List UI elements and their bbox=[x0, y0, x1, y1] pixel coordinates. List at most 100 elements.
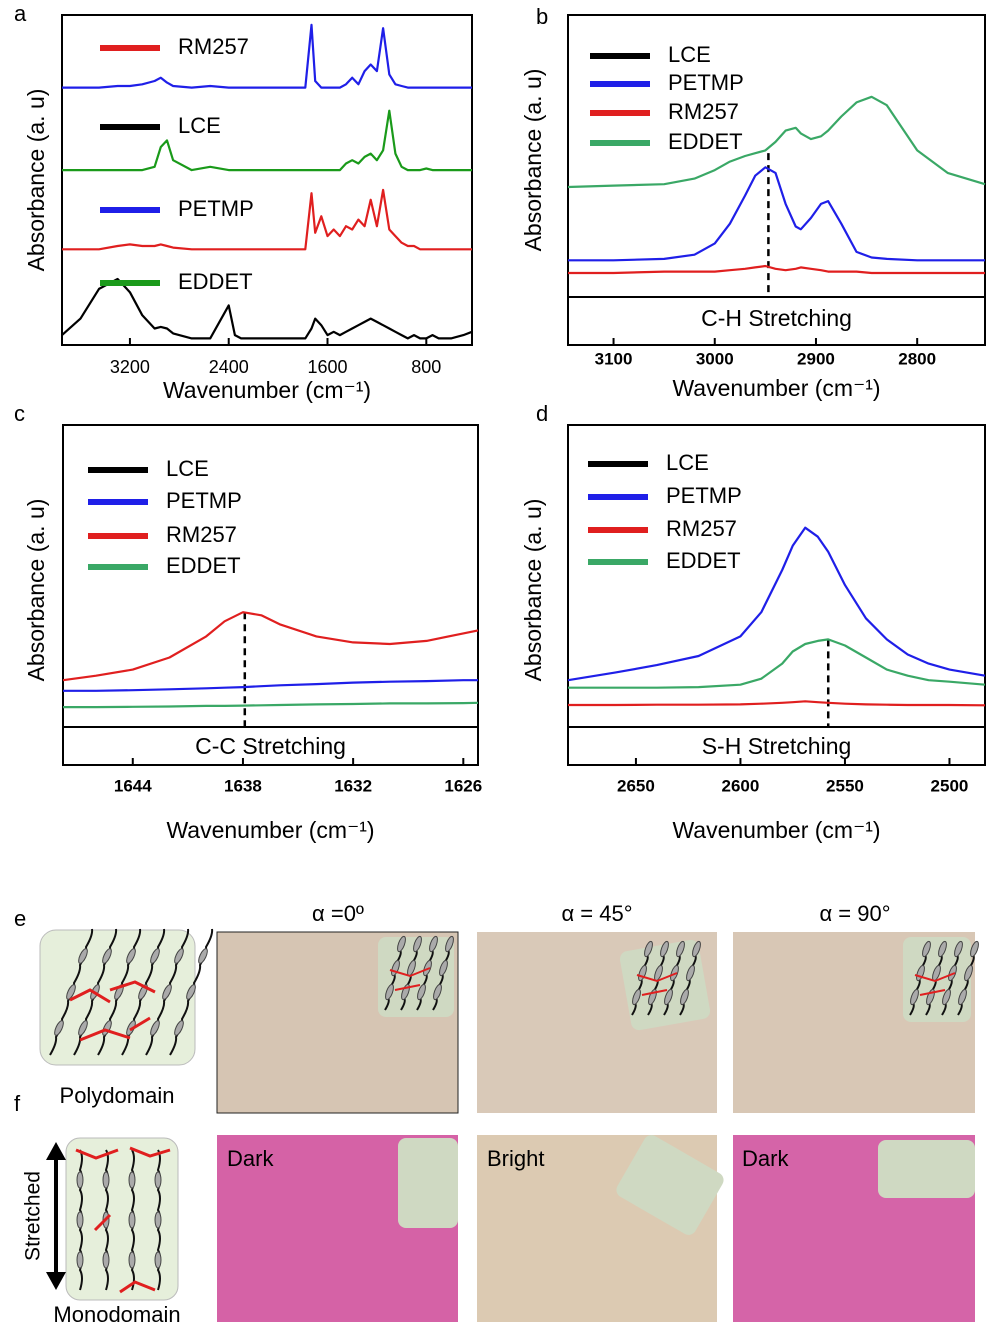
mesogen bbox=[78, 1020, 88, 1036]
mesogen bbox=[78, 948, 88, 964]
annotation: C-H Stretching bbox=[701, 305, 852, 331]
stretch-label: Stretched bbox=[22, 1171, 45, 1261]
mesogen bbox=[680, 988, 689, 1006]
mesogen bbox=[150, 948, 160, 964]
mesogen bbox=[76, 1211, 84, 1229]
mesogen bbox=[417, 983, 426, 1001]
mesogen bbox=[910, 988, 919, 1006]
mesogen bbox=[922, 940, 931, 958]
x-tick-label: 1626 bbox=[444, 776, 482, 795]
panel-label: a bbox=[14, 1, 27, 26]
column-title: α = 45° bbox=[561, 901, 632, 926]
mesogen bbox=[445, 935, 454, 953]
state-label: Bright bbox=[487, 1146, 544, 1171]
mesogen bbox=[644, 940, 653, 958]
inset bbox=[398, 1138, 458, 1228]
chart-panel: c 1644 1638 1632 1626 Wavenumber (cm⁻¹) Absorb… bbox=[14, 401, 482, 843]
mesogen bbox=[413, 935, 422, 953]
arrow-head bbox=[46, 1142, 66, 1290]
spectrum-line bbox=[63, 701, 479, 709]
mesogen bbox=[439, 959, 448, 977]
x-tick-label: 2500 bbox=[931, 776, 969, 795]
mesogen bbox=[198, 948, 208, 964]
inset bbox=[878, 1140, 975, 1198]
mesogen bbox=[102, 1171, 110, 1189]
mesogen bbox=[385, 983, 394, 1001]
crosslink bbox=[69, 980, 156, 1042]
x-tick-label: 1644 bbox=[114, 776, 152, 795]
panel-label: d bbox=[536, 401, 548, 426]
crosslink bbox=[636, 972, 678, 996]
micrograph-section: e f Polydomain Monodomain Stretched α =0… bbox=[14, 901, 975, 1327]
x-axis-label: Wavenumber (cm⁻¹) bbox=[672, 375, 880, 401]
mesogen bbox=[102, 948, 112, 964]
mesogen bbox=[692, 940, 701, 958]
mesogen bbox=[128, 1211, 136, 1229]
y-axis-label: Absorbance (a. u) bbox=[23, 89, 49, 272]
plot-frame bbox=[61, 14, 473, 346]
x-tick-label: 800 bbox=[411, 357, 441, 377]
legend-label: PETMP bbox=[668, 70, 744, 95]
x-axis-label: Wavenumber (cm⁻¹) bbox=[163, 377, 371, 403]
mesogen bbox=[954, 940, 963, 958]
mesogen bbox=[970, 940, 979, 958]
legend-label: PETMP bbox=[166, 488, 242, 513]
crosslink bbox=[75, 1146, 171, 1294]
mesogen bbox=[76, 1171, 84, 1189]
mesogen bbox=[186, 984, 196, 1000]
inset bbox=[619, 939, 711, 1031]
schematic-box bbox=[65, 1137, 179, 1301]
crosslink bbox=[389, 967, 431, 991]
x-tick-label: 1632 bbox=[334, 776, 372, 795]
mesogen bbox=[686, 964, 695, 982]
x-tick-label: 3100 bbox=[595, 349, 633, 368]
legend-label: LCE bbox=[166, 456, 209, 481]
mesogen bbox=[66, 984, 76, 1000]
legend-label: RM257 bbox=[166, 522, 237, 547]
spectrum-line bbox=[62, 23, 472, 89]
mesogen bbox=[150, 1020, 160, 1036]
spectrum-line bbox=[62, 188, 472, 251]
x-tick-label: 2800 bbox=[898, 349, 936, 368]
plot-frame bbox=[62, 424, 479, 766]
x-tick-label: 1638 bbox=[224, 776, 262, 795]
panel-label: c bbox=[14, 401, 25, 426]
row-label: Monodomain bbox=[53, 1302, 180, 1327]
legend-label: LCE bbox=[668, 42, 711, 67]
legend-label: EDDET bbox=[668, 129, 743, 154]
state-label: Dark bbox=[227, 1146, 274, 1171]
mesogen bbox=[128, 1171, 136, 1189]
spectrum-line bbox=[568, 264, 985, 275]
y-axis-label: Absorbance (a. u) bbox=[520, 69, 546, 252]
spectrum-line bbox=[568, 638, 986, 689]
mesogen bbox=[162, 984, 172, 1000]
spectrum-line bbox=[567, 526, 986, 682]
legend-label: LCE bbox=[666, 450, 709, 475]
legend-label: PETMP bbox=[178, 196, 254, 221]
legend-label: RM257 bbox=[666, 516, 737, 541]
x-tick-label: 1600 bbox=[307, 357, 347, 377]
legend-label: EDDET bbox=[166, 553, 241, 578]
x-tick-label: 2550 bbox=[826, 776, 864, 795]
row-label: Polydomain bbox=[60, 1083, 175, 1108]
x-axis-label: Wavenumber (cm⁻¹) bbox=[166, 817, 374, 843]
x-tick-label: 3000 bbox=[696, 349, 734, 368]
x-axis-label: Wavenumber (cm⁻¹) bbox=[672, 817, 880, 843]
mesogen bbox=[154, 1171, 162, 1189]
mesogen bbox=[128, 1251, 136, 1269]
y-axis-label: Absorbance (a. u) bbox=[520, 499, 546, 682]
mesogen bbox=[154, 1211, 162, 1229]
mesogen bbox=[429, 935, 438, 953]
mesogen bbox=[676, 940, 685, 958]
mesogen bbox=[76, 1251, 84, 1269]
x-tick-label: 2400 bbox=[209, 357, 249, 377]
mesogen bbox=[664, 988, 673, 1006]
panel-label: f bbox=[14, 1091, 21, 1116]
mesogen bbox=[397, 935, 406, 953]
legend-label: RM257 bbox=[668, 99, 739, 124]
x-tick-label: 2900 bbox=[797, 349, 835, 368]
mesogen bbox=[102, 1251, 110, 1269]
spectrum-line bbox=[62, 611, 479, 682]
spectrum-line bbox=[567, 95, 986, 189]
